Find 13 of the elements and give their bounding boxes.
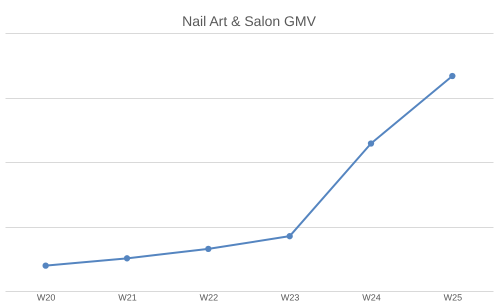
point	[124, 255, 130, 262]
point	[42, 262, 49, 269]
x-tick-label: W24	[362, 292, 381, 302]
x-tick-label: W20	[36, 292, 56, 302]
point	[286, 233, 293, 240]
point	[368, 140, 374, 147]
point	[205, 246, 212, 252]
point	[449, 72, 456, 80]
x-tick-label: W25	[444, 292, 462, 302]
x-tick-label: W21	[118, 292, 137, 302]
x-tick-label: W23	[280, 292, 300, 302]
x-tick-label: W22	[200, 292, 218, 302]
chart-title: Nail Art & Salon GMV	[182, 13, 317, 29]
